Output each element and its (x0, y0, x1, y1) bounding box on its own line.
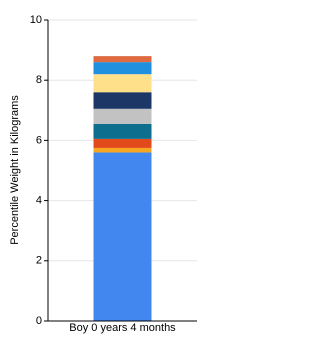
y-tick-label: 6 (36, 134, 42, 146)
bar-segment (93, 62, 152, 75)
x-tick-label: Boy 0 years 4 months (69, 322, 176, 334)
bar-segment (93, 74, 152, 93)
y-tick-label: 8 (36, 74, 42, 86)
y-tick-label: 2 (36, 255, 42, 267)
bar-segment (93, 147, 152, 153)
y-tick-label: 0 (36, 315, 42, 327)
y-axis-label: Percentile Weight in Kilograms (9, 95, 21, 245)
y-tick-label: 10 (30, 14, 42, 26)
bar-segment (93, 123, 152, 139)
chart: Percentile Weight in Kilograms 0 2 4 6 8 10 Bo… (9, 14, 197, 334)
bar-segment (93, 56, 152, 63)
bar-segment (93, 138, 152, 148)
bar-segment (93, 92, 152, 109)
y-tick-label: 4 (36, 195, 42, 207)
bar-segment (93, 108, 152, 124)
bar-segment (93, 152, 152, 321)
